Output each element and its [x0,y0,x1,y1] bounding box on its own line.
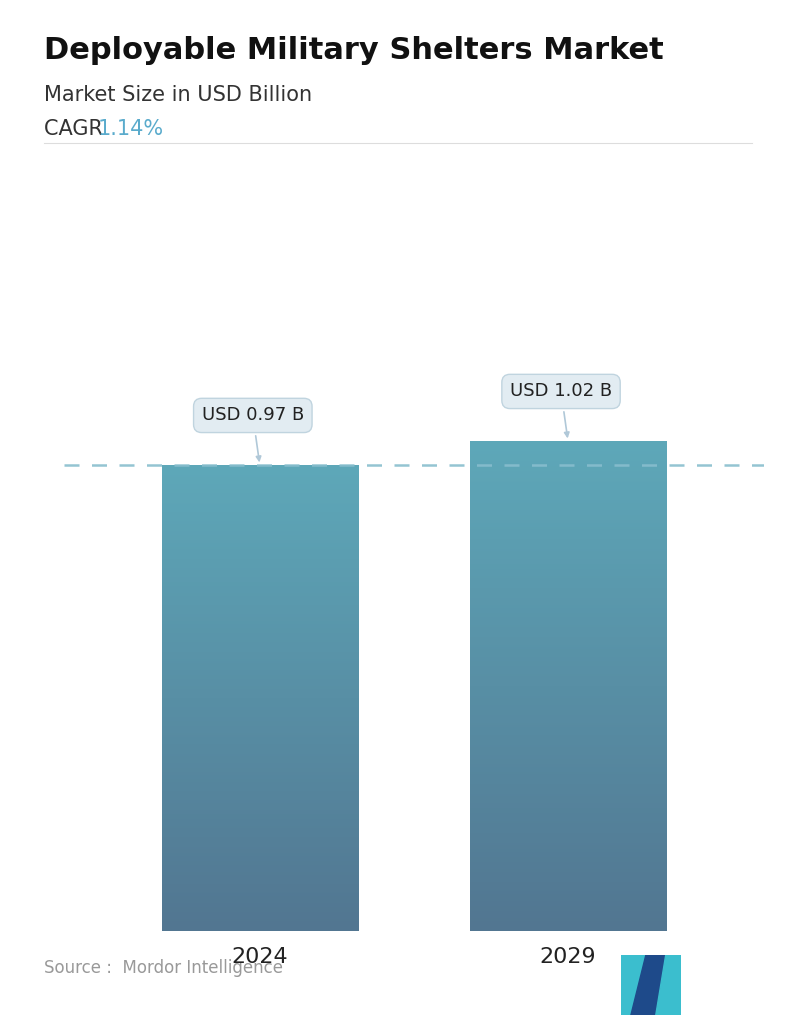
Text: Deployable Military Shelters Market: Deployable Military Shelters Market [44,36,664,65]
Polygon shape [621,955,646,1015]
Text: CAGR: CAGR [44,119,109,139]
Text: Source :  Mordor Intelligence: Source : Mordor Intelligence [44,960,283,977]
Text: Market Size in USD Billion: Market Size in USD Billion [44,85,312,104]
Polygon shape [631,955,665,1015]
Polygon shape [656,955,681,1015]
Text: USD 1.02 B: USD 1.02 B [510,383,612,436]
Text: 1.14%: 1.14% [98,119,164,139]
Text: USD 0.97 B: USD 0.97 B [201,406,304,460]
